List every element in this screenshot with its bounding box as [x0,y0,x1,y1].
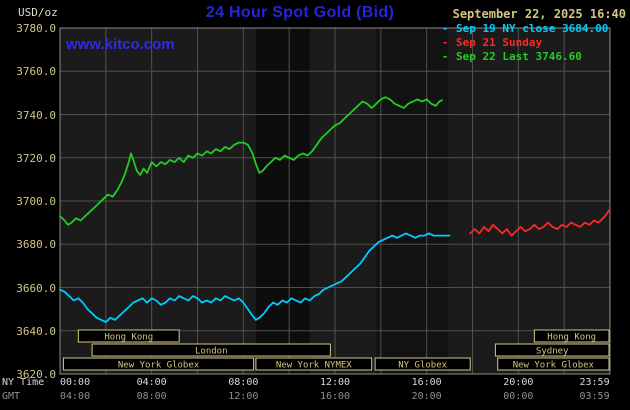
y-tick-label: 3720.0 [16,151,56,165]
y-tick-label: 3740.0 [16,108,56,122]
session-label: Hong Kong [547,333,596,343]
session-box [533,329,610,343]
x-tick-label: 00:00 [503,391,534,402]
legend: - Sep 19 NY close 3684.00- Sep 21 Sunday - S… [440,22,609,64]
x-tick-label: 16:00 [411,377,442,388]
session-box [494,343,610,357]
session-box [374,357,471,371]
x-tick-label: 08:00 [136,391,167,402]
price-line [469,208,611,237]
ny-time-label: NY Time [2,377,45,388]
x-tick-label: 03:59 [579,391,610,402]
x-tick-label: 16:00 [319,391,351,402]
units-label: USD/oz [18,6,58,19]
y-tick-label: 3640.0 [16,324,56,338]
y-tick-label: 3680.0 [16,238,56,252]
session-box [77,329,180,343]
gmt-label: GMT [2,391,21,402]
session-box [497,357,610,371]
session-label: New York NYMEX [276,361,352,371]
session-label: NY Globex [398,361,447,371]
x-tick-label: 08:00 [228,377,259,388]
x-tick-label: 04:00 [60,391,91,402]
x-tick-label: 04:00 [136,377,167,388]
y-tick-label: 3700.0 [16,195,56,208]
session-box [255,357,373,371]
session-label: London [195,347,228,357]
x-tick-label: 20:00 [503,377,534,388]
session-label: Sydney [536,347,569,357]
session-label: New York Globex [513,361,595,371]
x-tick-label: 20:00 [411,391,442,402]
y-tick-label: 3760.0 [16,65,56,79]
chart-title: 24 Hour Spot Gold (Bid) [205,4,395,21]
x-tick-label: 00:00 [60,377,91,388]
legend-label: Sep 21 Sunday [456,36,543,49]
y-tick-label: 3620.0 [16,368,56,381]
x-tick-label: 12:00 [228,391,259,402]
legend-item: - Sep 22 Last 3746.60 [440,50,608,64]
session-box [62,357,255,371]
y-tick-label: 3780.0 [16,22,56,35]
legend-item: - Sep 19 NY close 3684.00 [440,22,609,36]
session-box [91,343,331,357]
y-tick-label: 3660.0 [16,281,56,295]
datetime-label: September 22, 2025 16:40 [452,7,626,21]
kitco-link[interactable]: www.kitco.com [66,36,175,53]
legend-marker-icon: - [441,36,449,49]
price-line [59,96,443,226]
legend-marker-icon: - [441,50,449,63]
price-line [59,232,451,324]
x-tick-label: 12:00 [319,377,351,388]
session-label: New York Globex [118,361,200,371]
session-label: Hong Kong [104,333,153,343]
legend-label: Sep 19 NY close 3684.00 [456,22,609,35]
plot-border [59,27,611,375]
legend-label: Sep 22 Last 3746.60 [456,50,582,63]
legend-marker-icon: - [441,22,449,35]
x-tick-label: 23:59 [579,377,610,388]
legend-item: - Sep 21 Sunday [440,36,608,50]
